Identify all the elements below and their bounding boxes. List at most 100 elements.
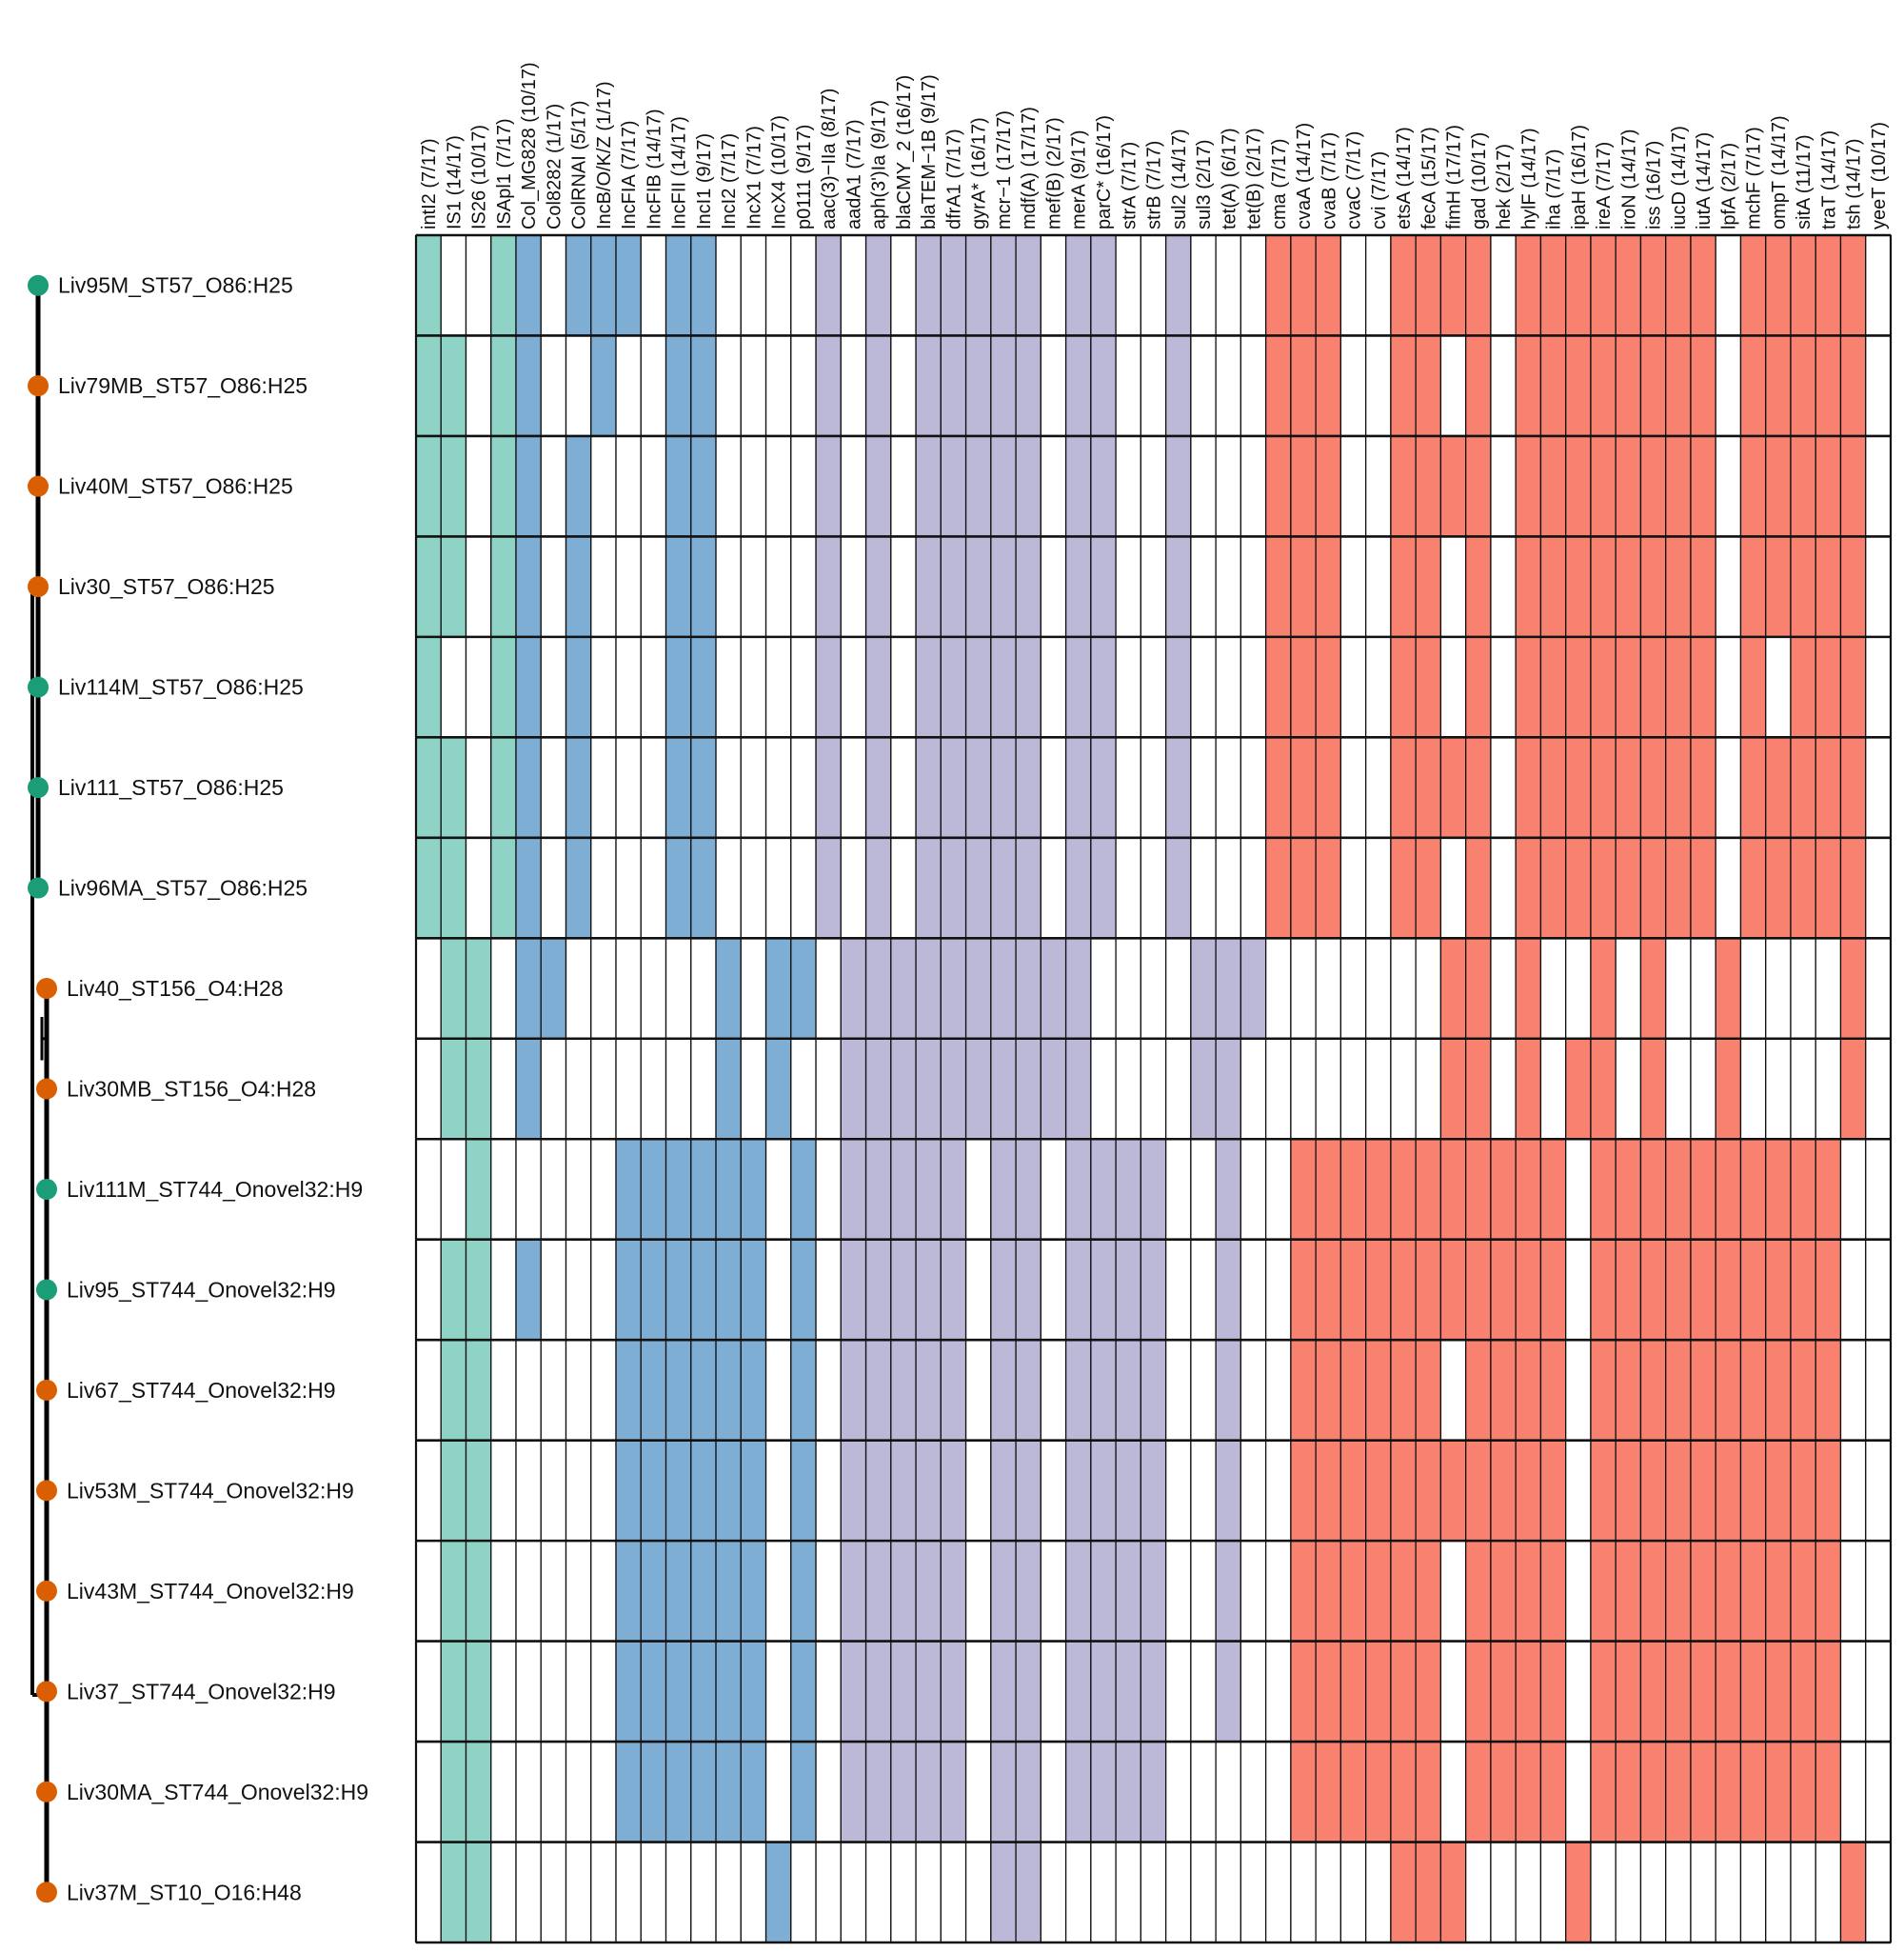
heatmap-cell — [1465, 1239, 1492, 1341]
heatmap-cell — [1190, 1841, 1217, 1943]
heatmap-cell — [1015, 1841, 1041, 1943]
heatmap-cell — [1865, 636, 1892, 739]
heatmap-cell — [940, 736, 967, 839]
heatmap-cell — [1090, 1339, 1117, 1442]
heatmap-cell — [1415, 1138, 1442, 1241]
heatmap-cell — [1090, 535, 1117, 638]
heatmap-cell — [1839, 1540, 1867, 1643]
heatmap-cell — [1539, 1841, 1567, 1943]
heatmap-cell — [890, 837, 917, 939]
heatmap-cell — [615, 736, 642, 839]
heatmap-cell — [1490, 1038, 1517, 1140]
heatmap-cell — [1665, 435, 1692, 538]
heatmap-cell — [840, 736, 867, 839]
heatmap-cell — [1615, 535, 1642, 638]
column-label: IncB/O/K/Z (1/17) — [594, 81, 615, 229]
heatmap-cell — [490, 636, 517, 739]
heatmap-cell — [1415, 1038, 1442, 1140]
heatmap-cell — [1590, 1841, 1616, 1943]
heatmap-cell — [864, 1540, 892, 1643]
heatmap-cell — [415, 937, 442, 1040]
heatmap-cell — [1439, 1239, 1467, 1341]
heatmap-cell — [840, 1038, 867, 1140]
heatmap-cell — [1790, 535, 1816, 638]
heatmap-cell — [1339, 1440, 1367, 1542]
heatmap-cell — [490, 837, 517, 939]
heatmap-cell — [1590, 736, 1616, 839]
heatmap-cell — [1439, 1741, 1467, 1843]
heatmap-cell — [565, 837, 592, 939]
row-label: Liv53M_ST744_Onovel32:H9 — [67, 1478, 354, 1503]
heatmap-cell — [764, 1540, 792, 1643]
heatmap-cell — [740, 1540, 767, 1643]
heatmap-cell — [1164, 1440, 1192, 1542]
heatmap-cell — [1639, 1138, 1667, 1241]
heatmap-cell — [664, 1038, 692, 1140]
heatmap-cell — [1164, 1239, 1192, 1341]
heatmap-cell — [1365, 1741, 1392, 1843]
tree-tip-point — [36, 1580, 57, 1602]
heatmap-cell — [640, 1239, 667, 1341]
heatmap-cell — [565, 435, 592, 538]
heatmap-cell — [990, 334, 1017, 437]
heatmap-cell — [715, 334, 742, 437]
column-label: ColRNAI (5/17) — [569, 100, 590, 229]
heatmap-cell — [864, 937, 892, 1040]
heatmap-cell — [1590, 1339, 1616, 1442]
heatmap-cell — [465, 736, 492, 839]
heatmap-cell — [415, 837, 442, 939]
heatmap-cell — [1339, 234, 1367, 337]
heatmap-cell — [940, 1540, 967, 1643]
heatmap-cell — [540, 636, 567, 739]
column-label: etsA (14/17) — [1394, 127, 1415, 229]
heatmap-cell — [840, 636, 867, 739]
column-label: iss (16/17) — [1644, 141, 1665, 229]
heatmap-cell — [1715, 1841, 1742, 1943]
heatmap-cell — [690, 234, 717, 337]
heatmap-cell — [1290, 1540, 1317, 1643]
tree-tip-point — [36, 1279, 57, 1301]
tree-tip-point — [36, 1078, 57, 1100]
heatmap-cell — [940, 837, 967, 939]
heatmap-cell — [465, 1239, 492, 1341]
heatmap-cell — [715, 1038, 742, 1140]
heatmap-cell — [465, 435, 492, 538]
heatmap-cell — [415, 1841, 442, 1943]
heatmap-cell — [1415, 1640, 1442, 1743]
heatmap-cell — [1815, 1239, 1842, 1341]
heatmap-cell — [1240, 535, 1267, 638]
heatmap-cell — [1215, 736, 1242, 839]
heatmap-cell — [440, 1741, 467, 1843]
heatmap-cell — [1064, 334, 1092, 437]
heatmap-cell — [1465, 1540, 1492, 1643]
heatmap-cell — [565, 1239, 592, 1341]
heatmap-cell — [790, 636, 817, 739]
heatmap-cell — [1765, 1339, 1792, 1442]
heatmap-cell — [915, 937, 942, 1040]
heatmap-cell — [515, 1138, 542, 1241]
heatmap-cell — [1539, 1038, 1567, 1140]
heatmap-cell — [490, 1841, 517, 1943]
heatmap-cell — [664, 435, 692, 538]
heatmap-cell — [1690, 1640, 1716, 1743]
heatmap-cell — [715, 937, 742, 1040]
heatmap-cell — [1839, 1239, 1867, 1341]
heatmap-cell — [490, 736, 517, 839]
heatmap-cell — [590, 736, 617, 839]
heatmap-cell — [690, 1540, 717, 1643]
heatmap-cell — [1665, 1741, 1692, 1843]
heatmap-cell — [1015, 1540, 1041, 1643]
heatmap-cell — [1315, 1741, 1342, 1843]
column-label: aac(3)−IIa (8/17) — [819, 89, 840, 229]
heatmap-cell — [1115, 1640, 1142, 1743]
heatmap-cell — [1015, 1239, 1041, 1341]
heatmap-cell — [1215, 1038, 1242, 1140]
heatmap-cell — [415, 334, 442, 437]
heatmap-cell — [864, 1138, 892, 1241]
heatmap-cell — [1115, 234, 1142, 337]
column-label: ompT (14/17) — [1769, 115, 1790, 229]
heatmap-cell — [1164, 636, 1192, 739]
heatmap-cell — [990, 435, 1017, 538]
heatmap-cell — [1865, 736, 1892, 839]
heatmap-cell — [1415, 1339, 1442, 1442]
